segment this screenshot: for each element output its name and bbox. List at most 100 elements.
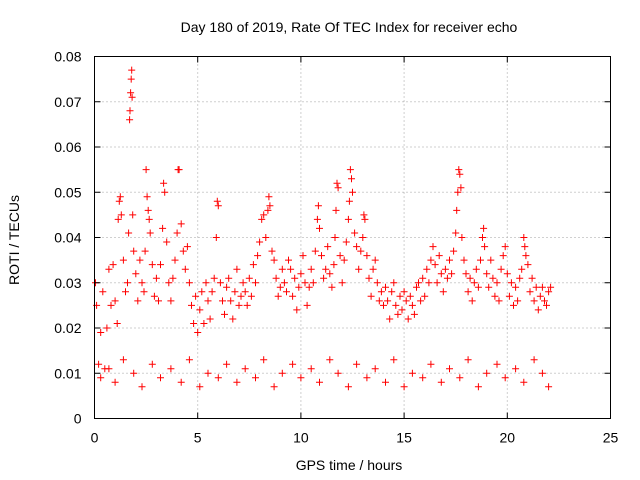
data-point: [159, 224, 167, 232]
data-point: [480, 224, 488, 232]
data-point: [359, 234, 367, 241]
data-point: [427, 256, 435, 264]
data-point: [491, 292, 499, 300]
data-point: [331, 234, 339, 241]
data-point: [400, 288, 408, 296]
data-point: [373, 279, 381, 287]
data-point: [117, 211, 125, 219]
data-point: [443, 274, 451, 282]
data-point: [127, 89, 135, 97]
data-point: [233, 265, 241, 273]
data-point: [345, 197, 353, 205]
data-point: [338, 279, 346, 287]
data-point: [126, 116, 134, 124]
y-tick-label: 0.01: [54, 365, 81, 381]
data-point: [547, 283, 555, 291]
data-point: [530, 356, 538, 364]
data-point: [239, 279, 247, 287]
data-point: [221, 310, 228, 318]
data-point: [423, 265, 431, 273]
data-point: [507, 279, 515, 287]
data-point: [545, 288, 553, 296]
data-point: [363, 374, 371, 382]
data-point: [382, 378, 389, 386]
data-point: [493, 360, 501, 368]
data-point: [524, 261, 532, 269]
data-point: [433, 279, 441, 287]
data-point: [349, 188, 356, 196]
data-point: [107, 301, 115, 309]
data-point: [415, 279, 422, 287]
data-point: [501, 243, 509, 251]
data-point: [441, 265, 449, 273]
data-point: [472, 265, 480, 273]
data-point: [188, 301, 195, 309]
data-point: [291, 274, 299, 282]
data-point: [303, 301, 311, 309]
data-point: [258, 215, 266, 223]
data-point: [301, 279, 309, 287]
data-point: [357, 247, 365, 255]
data-point: [157, 261, 164, 269]
data-point: [326, 270, 334, 278]
data-point: [204, 297, 212, 305]
data-point: [446, 256, 453, 264]
data-point: [468, 297, 476, 305]
data-point: [371, 365, 379, 373]
data-point: [150, 292, 158, 300]
data-point: [219, 297, 226, 305]
data-point: [353, 360, 361, 368]
y-tick-label: 0.08: [54, 49, 81, 65]
data-point: [340, 256, 348, 264]
data-point: [289, 360, 297, 368]
x-tick-label: 0: [91, 430, 99, 446]
data-point: [330, 261, 338, 269]
data-point: [237, 292, 245, 300]
data-point: [143, 193, 151, 201]
x-axis-label: GPS time / hours: [296, 457, 403, 473]
data-point: [466, 274, 474, 282]
data-point: [268, 247, 276, 255]
data-point: [503, 270, 511, 278]
data-point: [177, 378, 185, 386]
data-point: [386, 315, 394, 323]
data-point: [95, 360, 103, 368]
data-point: [532, 283, 540, 291]
data-point: [152, 274, 160, 282]
data-point: [111, 297, 119, 305]
data-point: [534, 306, 542, 314]
grid: [94, 56, 611, 419]
data-point: [299, 252, 307, 260]
axis-ticks: 0 0.01 0.02 0.03 0.04 0.05 0.06 0.07 0.08 0 5 10 15 2…: [54, 49, 618, 446]
data-point: [198, 288, 206, 296]
data-point: [202, 279, 210, 287]
x-tick-label: 20: [500, 430, 516, 446]
data-point: [134, 297, 142, 305]
data-point: [307, 265, 315, 273]
data-point: [264, 206, 272, 214]
data-point: [456, 374, 464, 382]
data-point: [200, 320, 208, 327]
data-point: [122, 288, 129, 296]
y-tick-label: 0.06: [54, 139, 81, 155]
data-point: [413, 283, 420, 291]
data-point: [351, 229, 359, 237]
data-point: [382, 283, 389, 291]
data-point: [260, 356, 268, 364]
data-point: [487, 256, 495, 264]
data-point: [326, 356, 334, 364]
data-point: [111, 378, 119, 386]
data-point: [427, 360, 435, 368]
data-point: [512, 283, 520, 291]
data-point: [210, 274, 218, 282]
data-point: [144, 206, 152, 214]
data-point: [421, 292, 429, 300]
data-point: [278, 265, 286, 273]
data-point: [270, 256, 278, 264]
data-point: [470, 279, 478, 287]
data-point: [285, 256, 292, 264]
y-axis-label: ROTI / TECUs: [6, 195, 22, 285]
data-point: [360, 211, 368, 219]
data-point: [322, 265, 330, 273]
